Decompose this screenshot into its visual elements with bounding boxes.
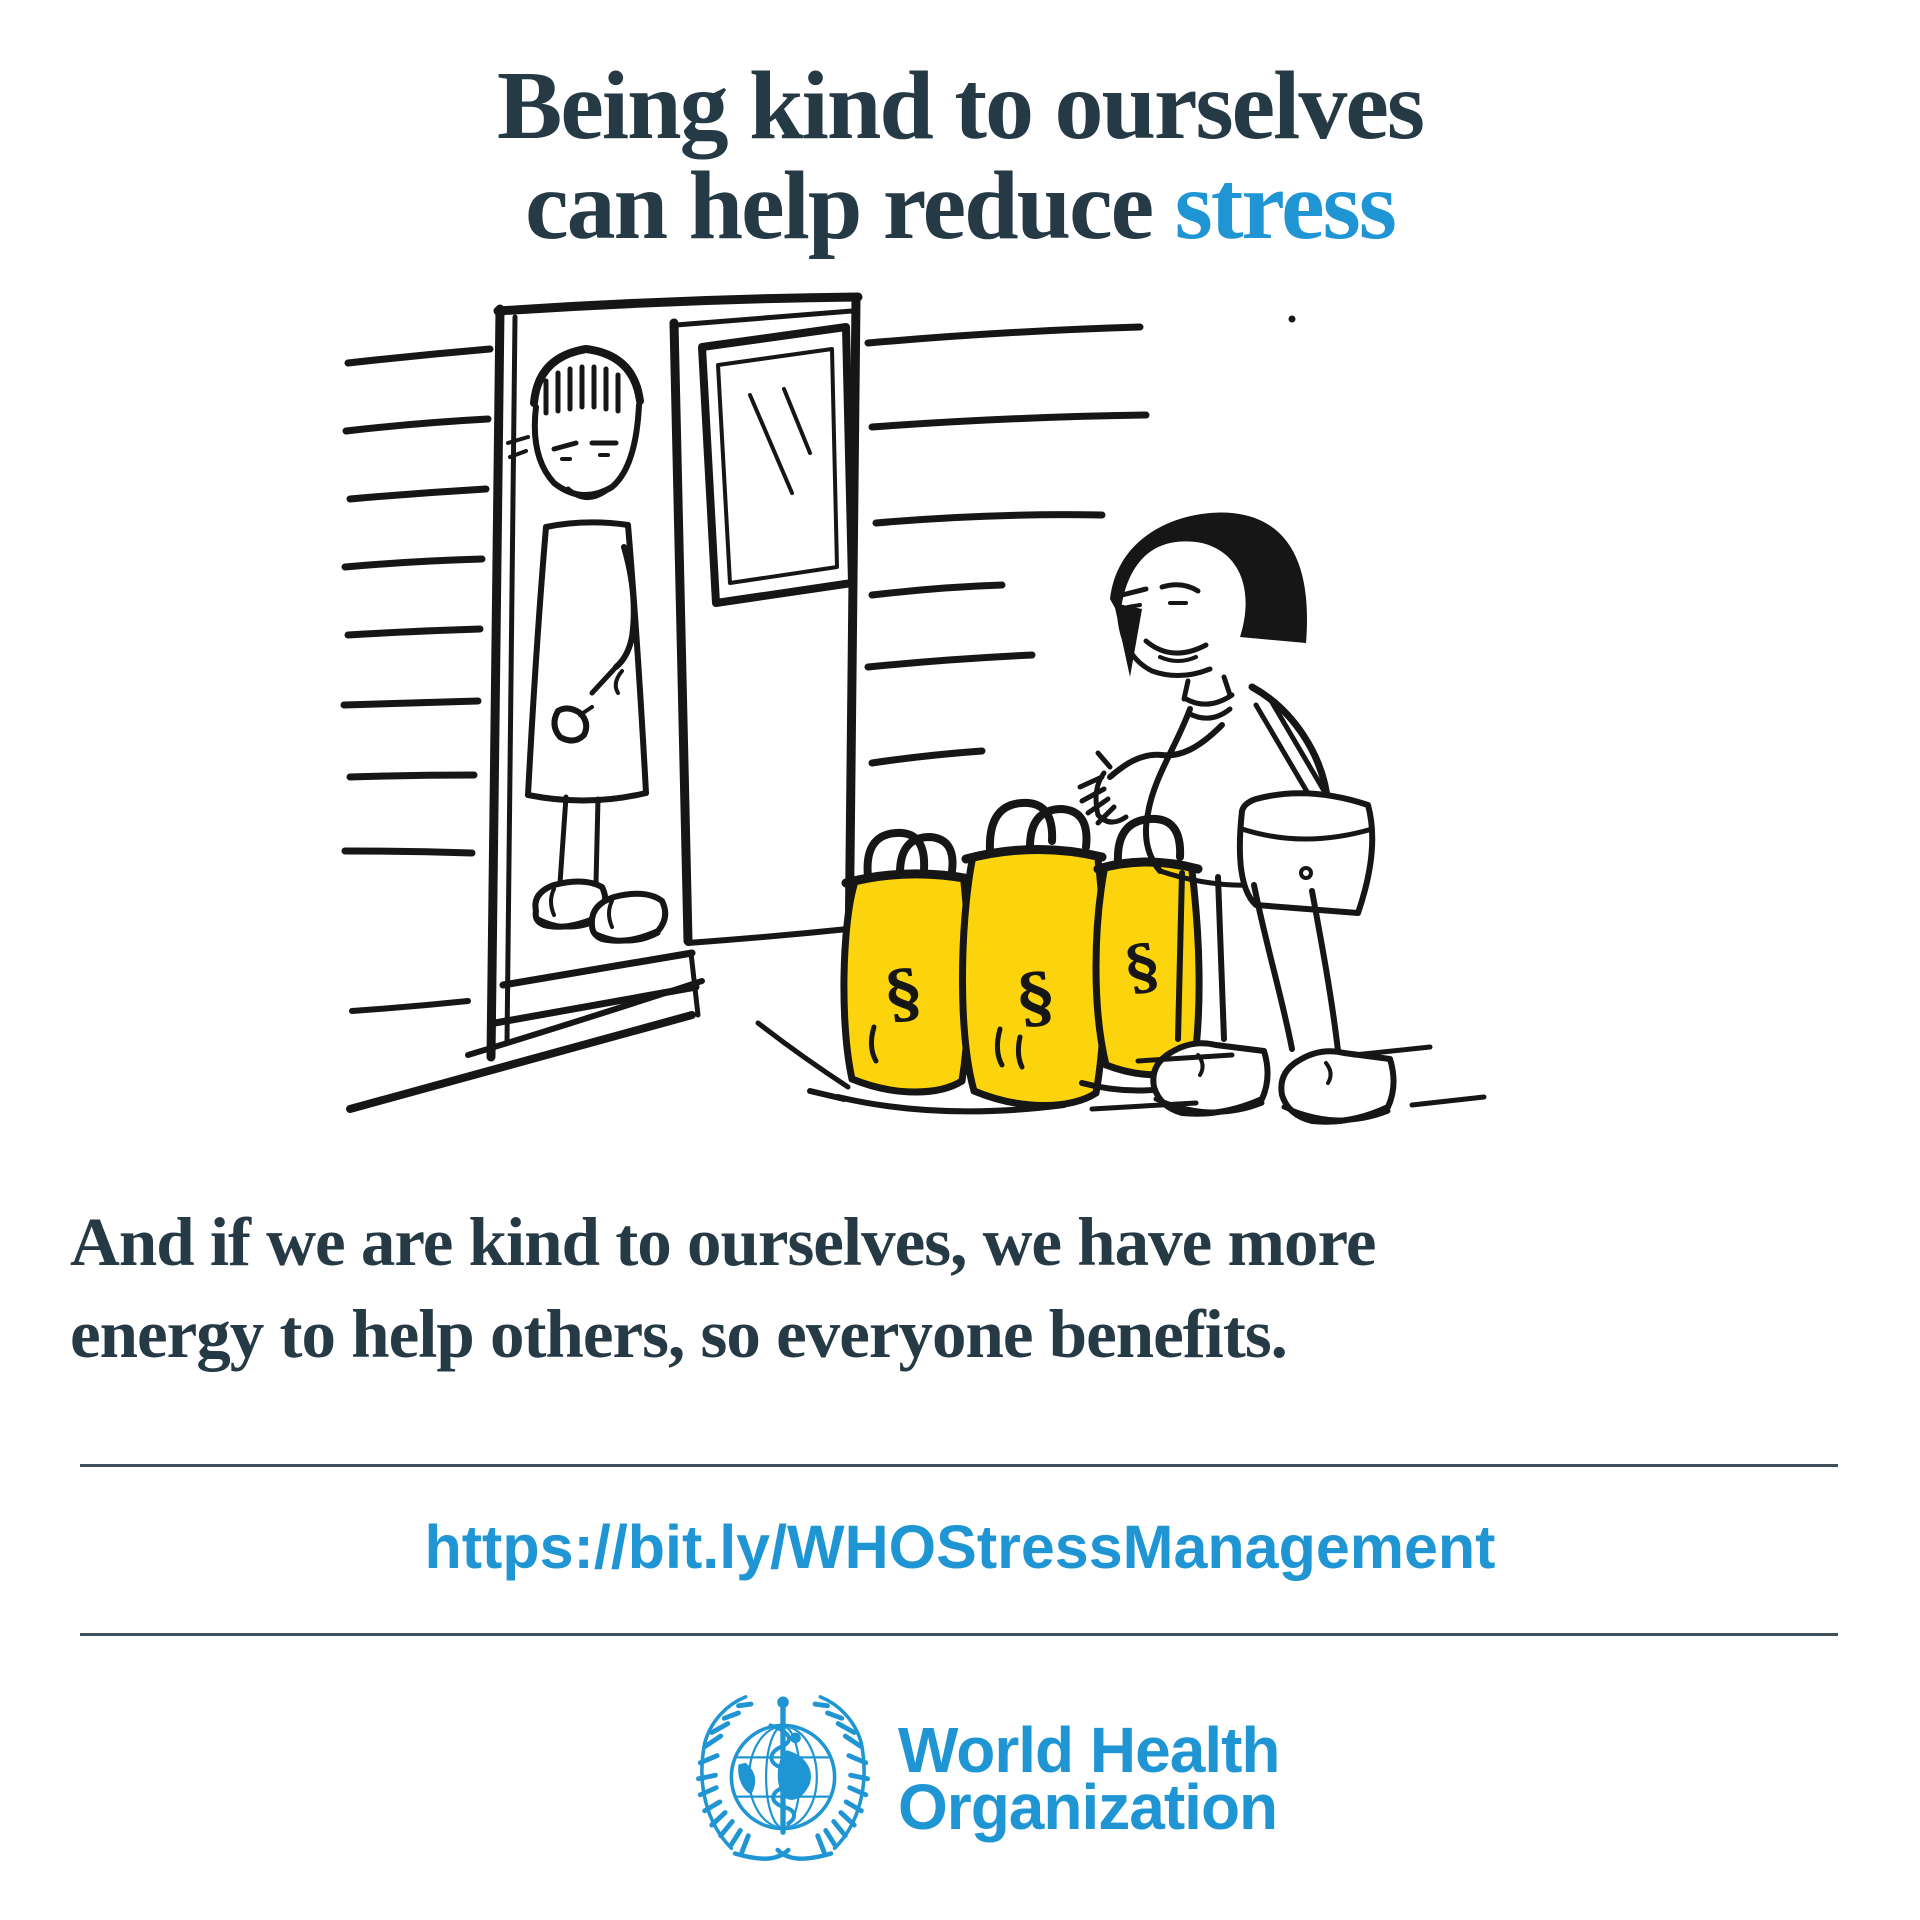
link-url[interactable]: https://bit.ly/WHOStressManagement	[424, 1513, 1496, 1581]
who-wordmark-line2: Organization	[898, 1771, 1278, 1843]
caption-line1: And if we are kind to ourselves, we have…	[70, 1204, 1377, 1280]
title-line2: can help reduce stress	[525, 152, 1397, 260]
neighbor-shoes	[532, 878, 669, 944]
delivery-woman	[1077, 512, 1487, 1125]
caption-line2: energy to help others, so everyone benef…	[70, 1296, 1288, 1372]
door-panel	[669, 308, 856, 946]
bob-hair	[1110, 512, 1308, 643]
neighbor-at-door	[506, 345, 669, 944]
who-wordmark: World Health Organization	[898, 1718, 1280, 1839]
illustration-delivery-scene: § § §	[340, 292, 1487, 1125]
grocery-bag: §	[840, 828, 975, 1096]
who-wordmark-line1: World Health	[898, 1714, 1280, 1786]
who-emblem-icon	[694, 1688, 872, 1861]
grocery-bags: § § §	[807, 798, 1203, 1115]
ground-lines	[1089, 1044, 1487, 1112]
grocery-bag: §	[959, 798, 1108, 1109]
title-line1: Being kind to ourselves	[497, 52, 1425, 160]
divider-bottom	[80, 1633, 1838, 1636]
title-highlight-stress: stress	[1174, 152, 1397, 260]
porch-step	[346, 949, 851, 1113]
house-siding-lines	[340, 315, 1296, 1014]
grocery-bag: §	[1092, 814, 1203, 1079]
ink-speck	[1288, 315, 1296, 323]
shoulder-bag	[1236, 696, 1376, 916]
divider-top	[80, 1464, 1838, 1467]
rod-of-asclepius-icon	[768, 1696, 796, 1835]
neighbor-body	[525, 519, 649, 886]
page-title: Being kind to ourselves can help reduce s…	[0, 56, 1920, 256]
woman-shoes	[1150, 1040, 1397, 1125]
neighbor-face	[506, 402, 642, 500]
neighbor-hair	[530, 345, 644, 416]
doorway	[486, 292, 863, 1062]
door-window	[698, 323, 856, 607]
currency-symbol: §	[1014, 957, 1056, 1038]
woman-face	[1117, 582, 1213, 678]
woman-legs	[1175, 870, 1341, 1054]
caption-text: And if we are kind to ourselves, we have…	[70, 1196, 1870, 1380]
